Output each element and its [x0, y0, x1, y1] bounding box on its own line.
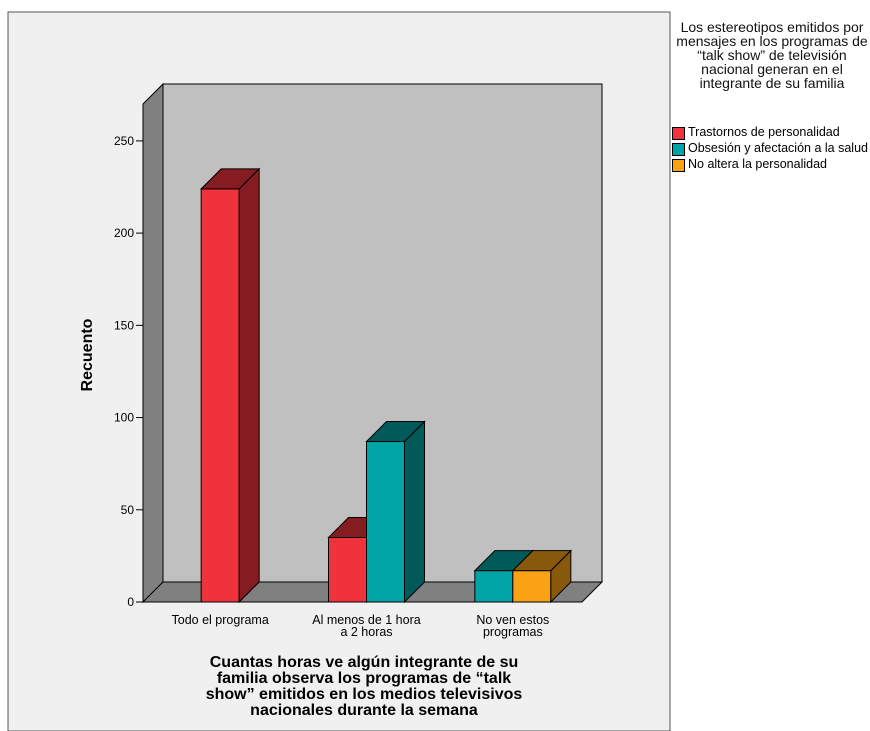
legend-label: Trastornos de personalidad	[688, 125, 840, 139]
x-tick-label: No ven estos programas	[476, 613, 549, 639]
y-axis-label: Recuento	[79, 318, 96, 391]
x-tick-label: Al menos de 1 hora a 2 horas	[312, 613, 420, 639]
bar-top	[365, 421, 426, 443]
x-axis-category-labels: Todo el programa Al menos de 1 hora a 2 ho…	[172, 613, 550, 639]
bar-front	[512, 570, 552, 603]
legend-item: Trastornos de personalidad	[672, 126, 870, 140]
bar-top	[511, 550, 573, 572]
bar-front	[474, 570, 514, 603]
x-tick-label: Todo el programa	[172, 613, 269, 627]
legend-swatch	[672, 143, 685, 156]
bar	[199, 167, 261, 604]
legend-item: No altera la personalidad	[672, 158, 870, 172]
bars	[199, 167, 573, 604]
legend-item: Obsesión y afectación a la salud	[672, 142, 870, 156]
bar-side	[238, 167, 260, 604]
y-tick-label: 200	[114, 226, 134, 240]
legend-label: Obsesión y afectación a la salud	[688, 141, 868, 155]
legend-title: Los estereotipos emitidos por mensajes e…	[676, 19, 868, 91]
bar-front	[366, 441, 405, 603]
y-axis-ticks: 0 50 100 150 200 250	[114, 104, 144, 609]
y-tick-label: 0	[127, 595, 134, 609]
legend-swatch	[672, 127, 685, 140]
legend-swatch	[672, 159, 685, 172]
bar-side	[404, 420, 425, 604]
bar-front	[328, 536, 367, 603]
bar-front	[200, 188, 240, 603]
legend: Trastornos de personalidad Obsesión y afe…	[672, 126, 870, 174]
y-tick-label: 250	[114, 134, 134, 148]
bar	[365, 420, 426, 604]
bar-top	[199, 168, 261, 190]
legend-label: No altera la personalidad	[688, 157, 827, 171]
y-tick-label: 100	[114, 411, 134, 425]
y-tick-label: 50	[121, 503, 135, 517]
y-tick-label: 150	[114, 318, 134, 332]
x-axis-label: Cuantas horas ve algún integrante de su f…	[206, 654, 523, 719]
bar	[511, 549, 573, 604]
side-wall	[142, 82, 164, 604]
